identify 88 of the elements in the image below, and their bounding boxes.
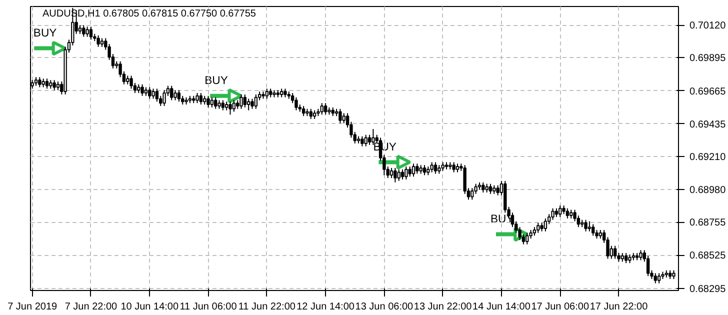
x-tick-label: 11 Jun 22:00 [238, 302, 296, 312]
candlestick [470, 188, 474, 200]
candlestick [390, 167, 394, 179]
candlestick [364, 134, 368, 147]
candlestick [452, 162, 456, 173]
y-tick-label: 0.69895 [690, 53, 726, 64]
candlestick [416, 163, 419, 174]
candlestick [639, 250, 642, 261]
y-tick-label: 0.70120 [690, 20, 726, 32]
y-tick-label: 0.68295 [690, 284, 726, 295]
x-tick-label: 12 Jun 14:00 [296, 302, 355, 312]
candlestick [96, 34, 100, 48]
candlestick [372, 128, 375, 146]
candlestick [45, 78, 49, 90]
x-tick-label: 13 Jun 06:00 [355, 302, 414, 312]
candlestick [551, 208, 554, 220]
candlestick [214, 96, 218, 110]
candlestick [592, 224, 595, 236]
candlestick [536, 222, 540, 234]
x-tick-label: 17 Jun 22:00 [590, 302, 648, 312]
y-tick-label: 0.68755 [690, 218, 726, 229]
candlestick [302, 105, 306, 117]
candlestick [368, 134, 372, 146]
candlestick [544, 218, 548, 232]
x-tick-label: 14 Jun 14:00 [472, 302, 531, 312]
y-tick-label: 0.68525 [690, 250, 726, 262]
candlestick [360, 136, 364, 147]
candlestick [434, 162, 438, 174]
candlestick [320, 102, 324, 116]
candlestick [130, 75, 133, 90]
x-tick-label: 10 Jun 14:00 [120, 302, 179, 312]
candlestick [174, 90, 177, 101]
annotation: BUY [204, 75, 228, 88]
candlestick [210, 96, 214, 108]
candlestick [152, 88, 155, 100]
x-tick-label: 11 Jun 06:00 [180, 302, 238, 312]
candlestick [338, 108, 342, 124]
candlestick [177, 90, 181, 102]
candlestick [170, 85, 174, 101]
candlestick [558, 204, 562, 218]
candlestick [654, 272, 658, 284]
candlestick [566, 208, 570, 219]
candlestick [250, 98, 254, 110]
y-tick-label: 0.69435 [690, 119, 726, 130]
candlestick [309, 108, 312, 120]
candlestick [482, 182, 485, 193]
candlestick [206, 95, 210, 108]
x-tick-label: 7 Jun 2019 [8, 302, 58, 312]
y-tick-label: 0.69210 [690, 152, 726, 163]
candlestick [584, 219, 588, 232]
x-tick-label: 17 Jun 06:00 [531, 302, 590, 312]
candlestick [199, 92, 203, 106]
candlestick [89, 26, 93, 40]
candlestick [246, 98, 250, 111]
candlestick [38, 76, 42, 88]
candlestick [86, 26, 89, 38]
candlestick [148, 86, 152, 100]
y-tick-label: 0.69665 [690, 86, 726, 98]
candlestick [228, 101, 232, 116]
candlestick [408, 166, 412, 178]
candlestick [294, 96, 298, 111]
candlestick [430, 162, 434, 173]
y-tick-label: 0.68980 [690, 185, 726, 196]
candlestick [243, 94, 247, 108]
candlestick [412, 163, 416, 178]
candlestick [657, 272, 661, 284]
candlestick [52, 80, 56, 91]
candlestick [196, 92, 199, 104]
candlestick [342, 112, 346, 124]
candlestick [82, 24, 86, 38]
candlestick [613, 245, 617, 260]
candlestick [422, 164, 426, 176]
candlestick [588, 220, 592, 232]
x-tick-label: 7 Jun 22:00 [64, 302, 118, 312]
x-tick-label: 13 Jun 22:00 [414, 302, 472, 312]
annotation: BUY [33, 28, 58, 40]
candlestick [488, 183, 492, 194]
candlestick [394, 167, 397, 183]
candlestick [254, 94, 258, 110]
candlestick [162, 90, 166, 106]
candlestick [221, 100, 225, 111]
candlestick [400, 168, 404, 180]
candlestick [140, 84, 144, 96]
candlestick [496, 184, 500, 196]
candlestick [624, 252, 628, 264]
candlestick [155, 88, 159, 102]
candlestick [324, 102, 328, 116]
candlestick [265, 88, 268, 100]
